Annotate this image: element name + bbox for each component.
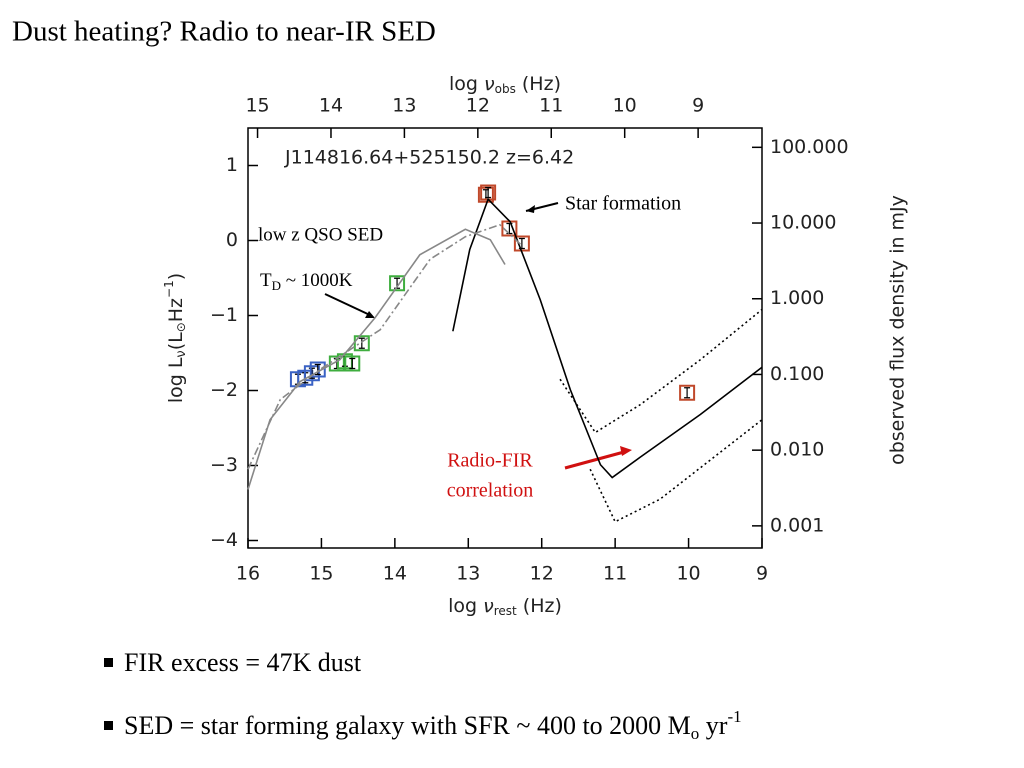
x-tick-label: 11 <box>603 563 627 585</box>
object-label: J114816.64+525150.2 z=6.42 <box>284 147 574 169</box>
radio-label-2: correlation <box>447 480 534 502</box>
x-tick-label: 12 <box>530 563 554 585</box>
point-square <box>679 384 696 401</box>
error-bar <box>684 387 691 399</box>
plot-frame <box>247 127 763 549</box>
sed-curve <box>559 308 763 434</box>
x2-tick-label: 10 <box>613 95 637 117</box>
y-label-part: ⊙ <box>174 322 188 332</box>
bullet-part: yr <box>699 711 728 740</box>
y-label-part: ν <box>174 350 189 357</box>
td-label: TD ~ 1000K <box>260 270 353 293</box>
x-tick-label: 13 <box>456 563 480 585</box>
x-axis-label: log νrest (Hz) <box>448 595 562 618</box>
point-square <box>309 361 326 378</box>
sed-curve <box>247 228 506 490</box>
error-bar <box>349 357 356 370</box>
x-tick-label: 10 <box>676 563 700 585</box>
bullet-part: FIR excess = 47K dust <box>124 648 362 677</box>
radio-arrowhead <box>620 446 632 456</box>
td-rest: ~ 1000K <box>281 270 353 291</box>
data-point <box>389 275 406 292</box>
x-tick-label: 16 <box>236 563 260 585</box>
y-label-part: Hz <box>165 298 187 322</box>
bullet-marker <box>104 658 113 667</box>
point-square <box>353 335 370 352</box>
td-arrowhead <box>365 311 375 318</box>
x-label-part: ν <box>483 595 494 617</box>
y-label-part: ) <box>165 273 187 280</box>
x2-tick-label: 11 <box>539 95 563 117</box>
x-tick-label: 14 <box>383 563 407 585</box>
y2-tick-label: 10.000 <box>770 212 836 234</box>
y-axis-label: log Lν(L⊙Hz−1) <box>162 273 189 403</box>
y-tick-label: −3 <box>210 454 238 476</box>
x2-tick-label: 14 <box>319 95 343 117</box>
y2-axis-label: observed flux density in mJy <box>887 195 909 465</box>
x2-tick-label: 9 <box>692 95 704 117</box>
star-label: Star formation <box>565 193 681 215</box>
y2-tick-label: 1.000 <box>770 287 824 309</box>
y-tick-label: −4 <box>210 529 238 551</box>
point-square <box>328 355 345 372</box>
sed-curve <box>589 419 763 523</box>
x2-label-part: obs <box>495 82 516 96</box>
error-bar <box>358 337 365 349</box>
bullet-part: -1 <box>727 707 741 726</box>
x2-axis-label: log νobs (Hz) <box>449 73 561 96</box>
error-bar <box>314 363 321 376</box>
y2-tick-label: 100.000 <box>770 136 849 158</box>
qso-label: low z QSO SED <box>258 224 383 245</box>
x2-tick-label: 13 <box>392 95 416 117</box>
td-arrow <box>324 293 373 317</box>
bullet-part: o <box>691 724 700 743</box>
point-square <box>389 275 406 292</box>
td-sub: D <box>272 278 281 293</box>
data-point <box>353 335 370 352</box>
x2-label-part: log <box>449 73 484 95</box>
data-point <box>679 384 696 401</box>
bullet-part: SED = star forming galaxy with SFR ~ 400… <box>124 711 691 740</box>
error-bar <box>485 186 492 199</box>
x2-label-part: (Hz) <box>516 73 561 95</box>
bullet-1: FIR excess = 47K dust <box>124 648 362 677</box>
bullet-marker <box>104 721 113 730</box>
data-point <box>309 361 326 378</box>
radio-arrow <box>564 450 625 470</box>
y-tick-label: 1 <box>226 154 238 176</box>
y-label-part: −1 <box>162 280 176 298</box>
x2-tick-label: 15 <box>245 95 269 117</box>
x-label-part: log <box>448 595 483 617</box>
y-label-part: (L <box>165 332 187 350</box>
bullet-2: SED = star forming galaxy with SFR ~ 400… <box>124 707 742 743</box>
x-label-part: (Hz) <box>517 595 562 617</box>
slide-title: Dust heating? Radio to near-IR SED <box>12 16 436 48</box>
data-point <box>344 355 361 372</box>
x2-tick-label: 12 <box>466 95 490 117</box>
y2-tick-label: 0.010 <box>770 439 824 461</box>
star-arrowhead <box>526 205 535 213</box>
y-label-part: log L <box>165 357 187 403</box>
x-label-part: rest <box>494 604 517 618</box>
x2-label-part: ν <box>484 73 495 95</box>
td-t: T <box>260 270 272 291</box>
y2-tick-label: 0.100 <box>770 363 824 385</box>
point-square <box>303 365 320 382</box>
sed-curve <box>452 197 763 479</box>
sed-curve <box>247 223 521 470</box>
y-tick-label: −1 <box>210 304 238 326</box>
x-tick-label: 15 <box>309 563 333 585</box>
x-tick-label: 9 <box>756 563 768 585</box>
radio-label-1: Radio-FIR <box>447 450 533 472</box>
y-tick-label: −2 <box>210 379 238 401</box>
y-tick-label: 0 <box>226 229 238 251</box>
y2-tick-label: 0.001 <box>770 514 824 536</box>
point-square <box>344 355 361 372</box>
